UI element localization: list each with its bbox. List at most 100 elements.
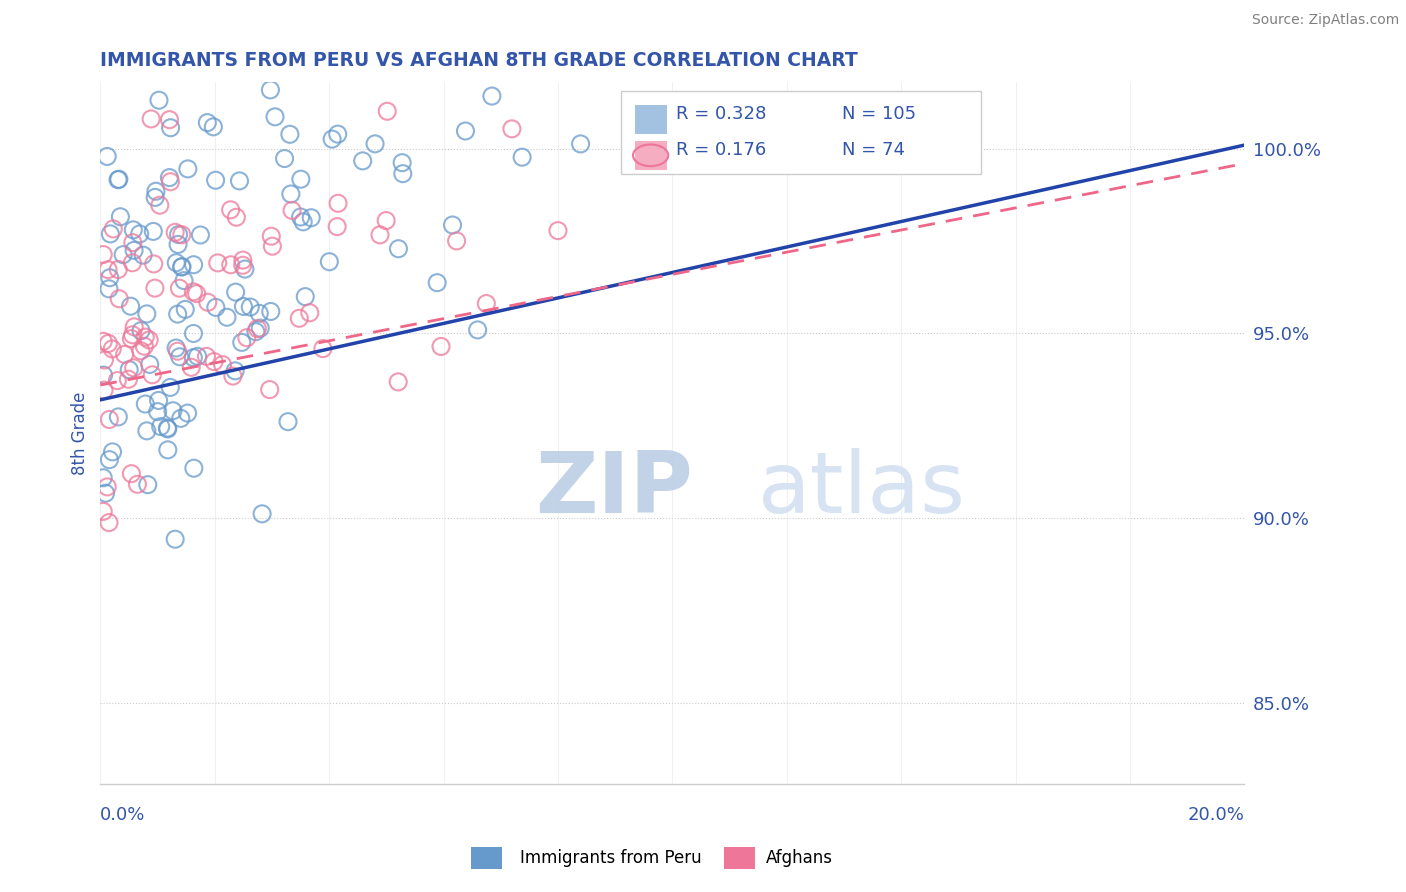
Point bbox=[101, 342, 124, 356]
Point bbox=[98, 270, 121, 285]
Point bbox=[569, 136, 592, 151]
Point bbox=[368, 227, 391, 242]
Point bbox=[278, 128, 301, 142]
Point bbox=[180, 360, 202, 375]
Text: 0.0%: 0.0% bbox=[100, 806, 146, 824]
Point bbox=[103, 222, 125, 236]
Point bbox=[224, 364, 246, 378]
Point bbox=[246, 321, 269, 335]
Point bbox=[107, 409, 129, 424]
Point bbox=[120, 467, 142, 481]
Text: atlas: atlas bbox=[758, 448, 966, 531]
Point bbox=[157, 170, 180, 185]
Point bbox=[146, 404, 169, 418]
Point bbox=[202, 120, 225, 134]
Point bbox=[170, 227, 193, 242]
Point bbox=[138, 333, 160, 347]
Point bbox=[183, 351, 205, 365]
Point bbox=[135, 307, 157, 321]
Point bbox=[292, 215, 315, 229]
Point bbox=[326, 127, 349, 141]
Point bbox=[132, 248, 155, 262]
Point bbox=[165, 341, 187, 355]
Point bbox=[167, 237, 190, 252]
Point bbox=[467, 323, 489, 337]
Point bbox=[121, 235, 143, 250]
Point bbox=[202, 354, 225, 368]
Text: IMMIGRANTS FROM PERU VS AFGHAN 8TH GRADE CORRELATION CHART: IMMIGRANTS FROM PERU VS AFGHAN 8TH GRADE… bbox=[100, 51, 858, 70]
Text: Afghans: Afghans bbox=[766, 849, 834, 867]
Point bbox=[149, 419, 172, 434]
Point bbox=[375, 213, 398, 227]
Point bbox=[318, 254, 340, 268]
Point bbox=[232, 300, 254, 314]
Point bbox=[142, 257, 165, 271]
Point bbox=[298, 306, 321, 320]
Point bbox=[426, 276, 449, 290]
Point bbox=[454, 124, 477, 138]
Point bbox=[225, 285, 247, 300]
Point bbox=[299, 211, 322, 225]
Point bbox=[122, 319, 145, 334]
Point bbox=[352, 153, 374, 168]
Point bbox=[195, 350, 218, 364]
Point bbox=[290, 210, 312, 224]
Point bbox=[122, 244, 145, 258]
Point bbox=[288, 311, 311, 326]
Point bbox=[91, 471, 114, 485]
Point bbox=[129, 324, 152, 338]
Point bbox=[94, 486, 117, 500]
Point bbox=[312, 342, 335, 356]
Point bbox=[135, 424, 157, 438]
Point bbox=[167, 227, 190, 242]
Point bbox=[96, 149, 118, 163]
Point bbox=[232, 258, 254, 272]
Point bbox=[156, 421, 179, 435]
Point bbox=[98, 516, 121, 530]
Point bbox=[262, 239, 284, 253]
Point bbox=[197, 295, 219, 310]
Point bbox=[259, 83, 281, 97]
Point bbox=[101, 445, 124, 459]
Point bbox=[232, 253, 254, 268]
Point bbox=[441, 218, 464, 232]
Point bbox=[97, 262, 120, 277]
Point bbox=[148, 93, 170, 107]
Point bbox=[387, 242, 409, 256]
Point bbox=[149, 198, 172, 212]
Point bbox=[121, 327, 143, 342]
Point bbox=[207, 256, 229, 270]
Point bbox=[239, 300, 262, 314]
Point bbox=[91, 247, 114, 261]
Point bbox=[122, 360, 145, 375]
Point bbox=[165, 533, 187, 547]
Text: N = 105: N = 105 bbox=[842, 105, 915, 123]
Point bbox=[510, 150, 533, 164]
Point bbox=[273, 152, 295, 166]
Point bbox=[96, 480, 118, 494]
Point bbox=[205, 301, 228, 315]
Point bbox=[260, 304, 283, 318]
Point bbox=[183, 461, 205, 475]
Point bbox=[143, 281, 166, 295]
Point bbox=[138, 358, 160, 372]
Point bbox=[107, 262, 129, 277]
Point bbox=[264, 110, 287, 124]
Y-axis label: 8th Grade: 8th Grade bbox=[72, 392, 89, 475]
Text: R = 0.328: R = 0.328 bbox=[676, 105, 766, 123]
Point bbox=[387, 375, 409, 389]
Point bbox=[159, 380, 181, 394]
Point bbox=[93, 353, 115, 368]
Point bbox=[166, 307, 188, 321]
Point bbox=[501, 121, 523, 136]
Point bbox=[159, 112, 181, 127]
Point bbox=[120, 332, 142, 346]
Point bbox=[190, 227, 212, 242]
Point bbox=[156, 442, 179, 457]
Point bbox=[321, 132, 343, 146]
Point bbox=[107, 172, 129, 186]
Point bbox=[446, 234, 468, 248]
Point bbox=[114, 347, 136, 361]
Point bbox=[375, 104, 398, 119]
Point bbox=[219, 202, 242, 217]
